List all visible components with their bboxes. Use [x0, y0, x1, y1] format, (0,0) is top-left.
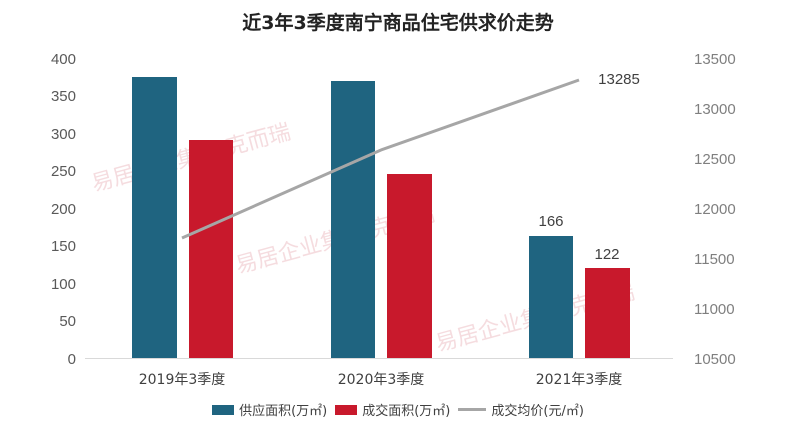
right-tick: 11500: [694, 251, 735, 268]
legend-item-deal: 成交面积(万㎡): [335, 400, 450, 419]
legend-swatch-price: [458, 408, 487, 411]
left-tick: 350: [50, 88, 76, 105]
left-tick: 400: [50, 51, 76, 68]
legend-swatch-supply: [212, 404, 235, 415]
data-label-deal-2021: 122: [594, 246, 620, 263]
legend-item-price: 成交均价(元/㎡): [458, 400, 584, 419]
x-label-2021: 2021年3季度: [535, 372, 623, 388]
right-tick: 12500: [694, 151, 736, 168]
chart-title: 近3年3季度南宁商品住宅供求价走势: [242, 12, 554, 34]
right-tick: 13500: [694, 51, 736, 68]
left-tick: 200: [50, 201, 76, 218]
legend-label-supply: 供应面积(万㎡): [239, 404, 328, 419]
right-tick: 12000: [694, 201, 736, 218]
right-tick: 13000: [694, 101, 736, 118]
legend-swatch-deal: [335, 404, 358, 415]
right-tick: 10500: [694, 351, 736, 368]
data-label-supply-2021: 166: [538, 213, 564, 230]
left-tick: 250: [50, 163, 76, 180]
bar-deal-2019: [189, 140, 233, 358]
bar-deal-2021: [585, 268, 630, 358]
x-axis-line: [85, 358, 673, 359]
x-label-2020: 2020年3季度: [337, 372, 425, 388]
left-tick: 150: [50, 238, 76, 255]
legend-label-price: 成交均价(元/㎡): [491, 404, 584, 419]
x-label-2019: 2019年3季度: [138, 372, 226, 388]
legend: 供应面积(万㎡) 成交面积(万㎡) 成交均价(元/㎡): [0, 400, 796, 419]
bar-supply-2020: [331, 81, 375, 358]
bar-deal-2020: [387, 174, 432, 358]
legend-item-supply: 供应面积(万㎡): [212, 400, 327, 419]
right-tick: 11000: [694, 301, 735, 318]
bar-supply-2021: [529, 236, 573, 358]
legend-label-deal: 成交面积(万㎡): [362, 404, 451, 419]
left-tick: 0: [67, 351, 76, 368]
bar-supply-2019: [132, 77, 177, 358]
left-tick: 100: [50, 276, 76, 293]
left-tick: 50: [59, 313, 76, 330]
data-label-price-2021: 13285: [598, 71, 640, 88]
left-tick: 300: [50, 126, 76, 143]
